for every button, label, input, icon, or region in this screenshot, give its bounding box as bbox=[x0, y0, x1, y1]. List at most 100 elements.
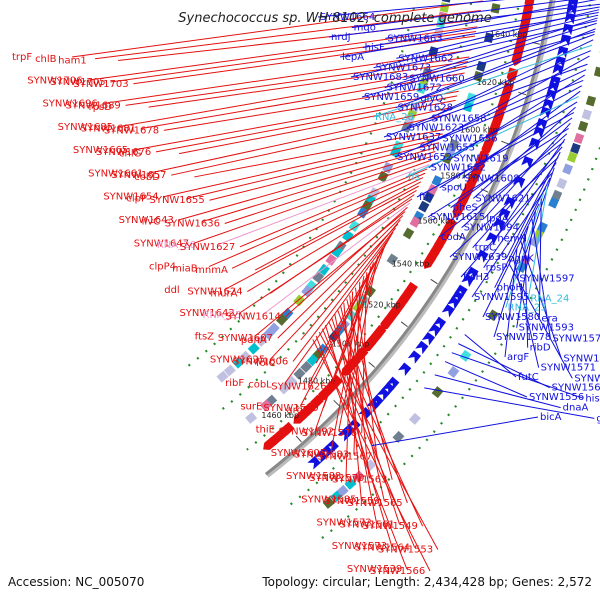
right-leader-line bbox=[427, 128, 569, 218]
gene-label-left: SYNW1636 bbox=[165, 219, 220, 230]
gene-label-left: SYNW1585 bbox=[301, 494, 356, 505]
functional-category-block bbox=[570, 142, 581, 155]
gene-label-left: SYNW1553 bbox=[378, 544, 433, 555]
gene-label-right: argF bbox=[507, 352, 529, 363]
gene-label-left: ftsZ bbox=[195, 331, 214, 342]
functional-category-block bbox=[459, 349, 472, 362]
gene-label-left: cobD bbox=[134, 172, 160, 183]
scale-tick-label: 1640 kbp bbox=[490, 30, 528, 39]
right-leader-line bbox=[439, 101, 578, 189]
gene-label-right: RNA_28 bbox=[375, 112, 414, 123]
right-leader-line bbox=[372, 44, 593, 118]
gene-label-left: clpP4 bbox=[149, 262, 176, 273]
gene-label-right: SYNW1652 bbox=[397, 152, 452, 163]
right-leader-line bbox=[494, 138, 566, 239]
left-leader-line bbox=[125, 56, 470, 106]
functional-category-block bbox=[433, 27, 444, 39]
gene-label-right: dnaA bbox=[563, 403, 589, 414]
right-leader-line bbox=[482, 203, 540, 318]
gene-label-right: lepA bbox=[342, 52, 364, 63]
functional-category-block bbox=[439, 2, 450, 13]
gene-label-right: SYNW1579 bbox=[552, 333, 600, 344]
reverse-cds-arrow bbox=[539, 106, 552, 119]
right-leader-line bbox=[464, 334, 517, 378]
left-leader-line bbox=[178, 146, 438, 221]
gene-label-left: RNA_26 bbox=[157, 240, 196, 251]
gene-label-left: ribF bbox=[225, 378, 244, 389]
gene-label-left: SYNW1614 bbox=[226, 312, 281, 323]
functional-category-block bbox=[476, 60, 487, 72]
right-leader-line bbox=[371, 416, 539, 447]
left-leader-line bbox=[193, 159, 432, 244]
functional-category-block bbox=[556, 177, 568, 190]
gene-label-left: SYNW1625 bbox=[210, 355, 265, 366]
right-leader-line bbox=[383, 63, 588, 138]
gene-label-left: SYNW1657 bbox=[111, 170, 166, 181]
forward-cds-arrow bbox=[362, 337, 377, 352]
gene-label-left: SYNW1563 bbox=[332, 475, 387, 486]
scale-tick-label: 1480 kbp bbox=[298, 376, 336, 385]
gene-label-left: murA bbox=[210, 288, 237, 299]
gene-label-right: SYNW1571 bbox=[541, 363, 596, 374]
forward-cds-arrow bbox=[481, 139, 494, 156]
gene-label-right: spoU bbox=[442, 183, 467, 194]
scale-tick-label: 1540 kbp bbox=[392, 259, 430, 268]
gene-label-left: SYNW1643 bbox=[119, 215, 174, 226]
reverse-cds-arrow bbox=[454, 284, 468, 298]
reverse-cds-arrow bbox=[415, 340, 429, 355]
left-leader-line bbox=[254, 181, 422, 271]
functional-category-block bbox=[344, 477, 357, 490]
functional-category-block bbox=[448, 138, 460, 151]
left-leader-line bbox=[285, 206, 408, 318]
functional-category-block bbox=[418, 200, 430, 213]
functional-category-block bbox=[247, 342, 260, 355]
scale-tick-label: 1600 kbp bbox=[460, 126, 498, 135]
reverse-cds-arrow bbox=[347, 418, 361, 433]
functional-category-block bbox=[386, 253, 399, 266]
scale-tick bbox=[457, 234, 465, 240]
right-leader-line bbox=[451, 352, 584, 399]
functional-category-block bbox=[322, 496, 335, 509]
right-leader-line bbox=[458, 343, 550, 389]
right-leader-line bbox=[350, 20, 598, 78]
left-leader-line bbox=[224, 155, 434, 224]
gene-label-right: SYNW1653 bbox=[420, 143, 475, 154]
gene-label-left: SYNW1539 bbox=[347, 564, 402, 575]
gene-label-right: SYNW1663 bbox=[387, 33, 442, 44]
functional-category-block bbox=[293, 367, 306, 380]
gene-label-left: thiE bbox=[256, 425, 275, 436]
reverse-cds-arrow bbox=[535, 118, 548, 131]
functional-category-block bbox=[585, 95, 597, 107]
forward-cds-arrow bbox=[317, 386, 332, 401]
gene-label-left: SYNW1703 bbox=[73, 79, 128, 90]
gene-label-right: nrdJ bbox=[331, 32, 351, 43]
right-leader-line bbox=[483, 162, 557, 268]
scale-tick-label: 1580 kbp bbox=[440, 172, 478, 181]
gene-label-right: SYNW1608 bbox=[464, 173, 519, 184]
right-leader-line bbox=[462, 90, 581, 179]
right-leader-line bbox=[449, 156, 559, 258]
left-leader-line bbox=[155, 95, 458, 153]
left-leader-line bbox=[322, 252, 381, 409]
right-leader-line bbox=[373, 14, 599, 69]
gene-label-right: era bbox=[541, 313, 557, 324]
gene-label-left: SYNW1689 bbox=[66, 100, 121, 111]
functional-category-block bbox=[447, 366, 460, 379]
right-leader-line bbox=[520, 241, 562, 359]
reverse-cds-arrow bbox=[542, 98, 554, 111]
functional-category-block bbox=[262, 327, 275, 340]
gene-label-left: ilvC bbox=[142, 217, 160, 228]
left-leader-line bbox=[349, 295, 370, 478]
left-leader-line bbox=[338, 266, 372, 432]
gene-label-left: SYNW1642 bbox=[179, 308, 234, 319]
reverse-cds-arrow bbox=[407, 350, 422, 364]
left-leader-line bbox=[178, 99, 456, 155]
gene-label-left: SYNW1589 bbox=[263, 403, 318, 414]
functional-category-block bbox=[487, 309, 499, 322]
gene-label-left: SYNW1626 bbox=[271, 381, 326, 392]
gene-label-right: ribD bbox=[530, 343, 551, 354]
gene-label-left: SYNW1665 bbox=[73, 145, 128, 156]
gene-label-right: SYNW1623 bbox=[409, 123, 464, 134]
gene-label-right: futC bbox=[518, 372, 539, 383]
left-leader-line bbox=[312, 339, 431, 572]
